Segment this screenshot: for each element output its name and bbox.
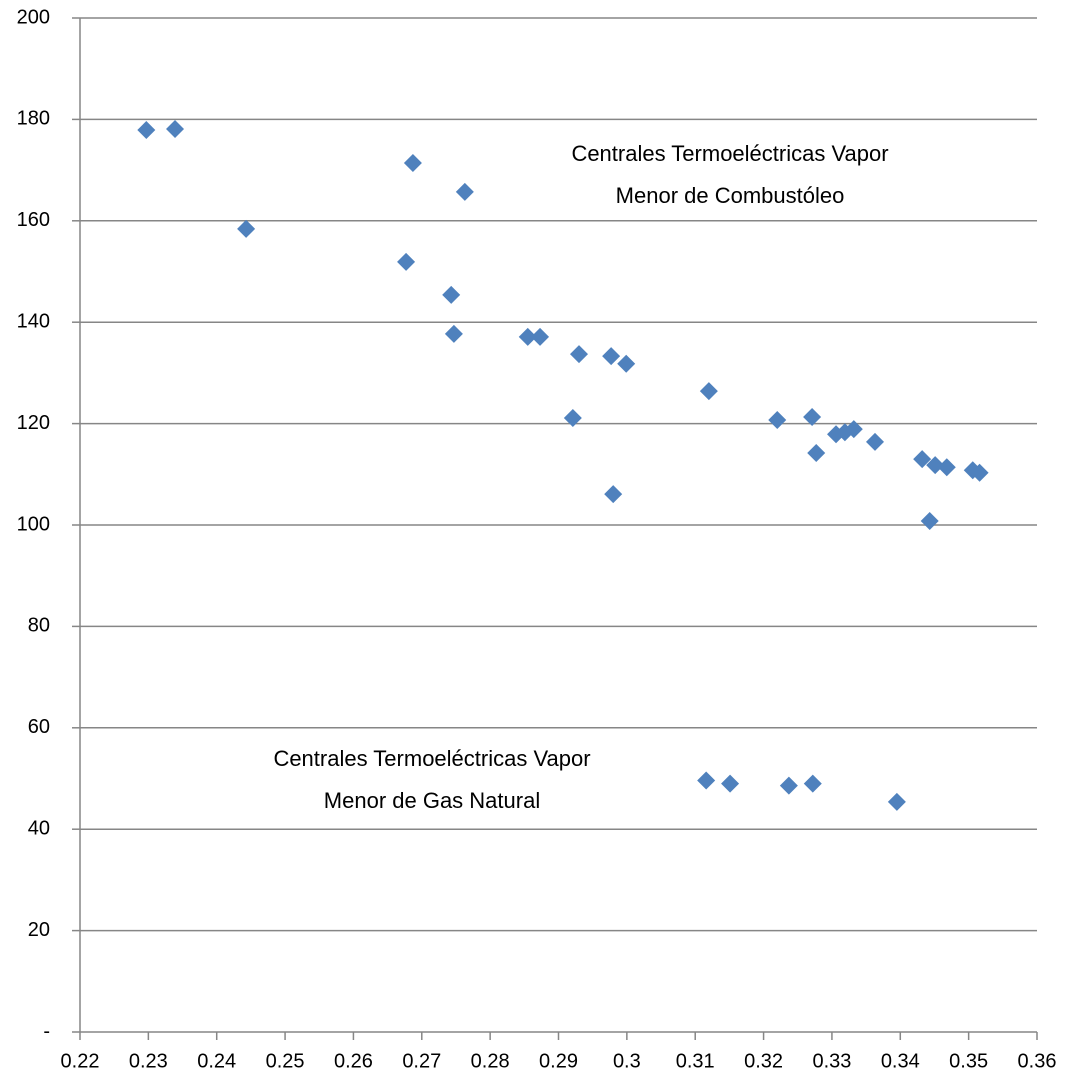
- x-tick-label: 0.22: [61, 1050, 100, 1072]
- point: [970, 463, 989, 482]
- point: [699, 382, 718, 401]
- y-tick-label: 120: [17, 412, 50, 434]
- point: [602, 347, 621, 366]
- point: [518, 327, 537, 346]
- annotation: Centrales Termoeléctricas Vapor: [571, 141, 888, 166]
- point: [570, 345, 589, 364]
- y-tick-label: 200: [17, 6, 50, 28]
- y-tick-label: 140: [17, 310, 50, 332]
- point: [887, 792, 906, 811]
- y-tick-label: 20: [28, 919, 50, 941]
- y-tick-label: 80: [28, 615, 50, 637]
- x-tick-label: 0.23: [129, 1050, 168, 1072]
- x-tick-label: 0.33: [812, 1050, 851, 1072]
- x-tick-label: 0.27: [402, 1050, 441, 1072]
- y-tick-label: 100: [17, 513, 50, 535]
- point: [779, 776, 798, 795]
- point: [166, 120, 185, 139]
- point: [697, 771, 716, 790]
- point: [563, 409, 582, 428]
- point: [442, 285, 461, 304]
- point: [531, 327, 550, 346]
- point: [455, 182, 474, 201]
- point: [803, 408, 822, 427]
- point: [865, 432, 884, 451]
- x-tick-label: 0.32: [744, 1050, 783, 1072]
- x-tick-label: 0.24: [197, 1050, 236, 1072]
- point: [403, 154, 422, 173]
- point: [137, 121, 156, 140]
- point: [397, 252, 416, 271]
- x-tick-label: 0.35: [949, 1050, 988, 1072]
- y-tick-label: -: [43, 1020, 50, 1042]
- annotation: Menor de Gas Natural: [324, 788, 540, 813]
- x-tick-label: 0.3: [613, 1050, 641, 1072]
- point: [237, 219, 256, 238]
- x-tick-label: 0.25: [266, 1050, 305, 1072]
- x-tick-label: 0.26: [334, 1050, 373, 1072]
- point: [920, 511, 939, 530]
- point: [926, 456, 945, 475]
- x-tick-label: 0.28: [471, 1050, 510, 1072]
- y-tick-label: 160: [17, 209, 50, 231]
- x-tick-label: 0.29: [539, 1050, 578, 1072]
- point: [844, 420, 863, 439]
- x-tick-label: 0.36: [1018, 1050, 1057, 1072]
- point: [444, 324, 463, 343]
- x-tick-label: 0.34: [881, 1050, 920, 1072]
- point: [768, 411, 787, 430]
- point: [803, 774, 822, 793]
- annotation: Centrales Termoeléctricas Vapor: [273, 746, 590, 771]
- annotation: Menor de Combustóleo: [616, 183, 845, 208]
- y-tick-label: 180: [17, 108, 50, 130]
- y-tick-label: 40: [28, 817, 50, 839]
- point: [807, 444, 826, 463]
- point: [937, 458, 956, 477]
- y-tick-label: 60: [28, 716, 50, 738]
- point: [604, 485, 623, 504]
- x-tick-label: 0.31: [676, 1050, 715, 1072]
- point: [913, 450, 932, 469]
- point: [721, 774, 740, 793]
- point: [617, 354, 636, 373]
